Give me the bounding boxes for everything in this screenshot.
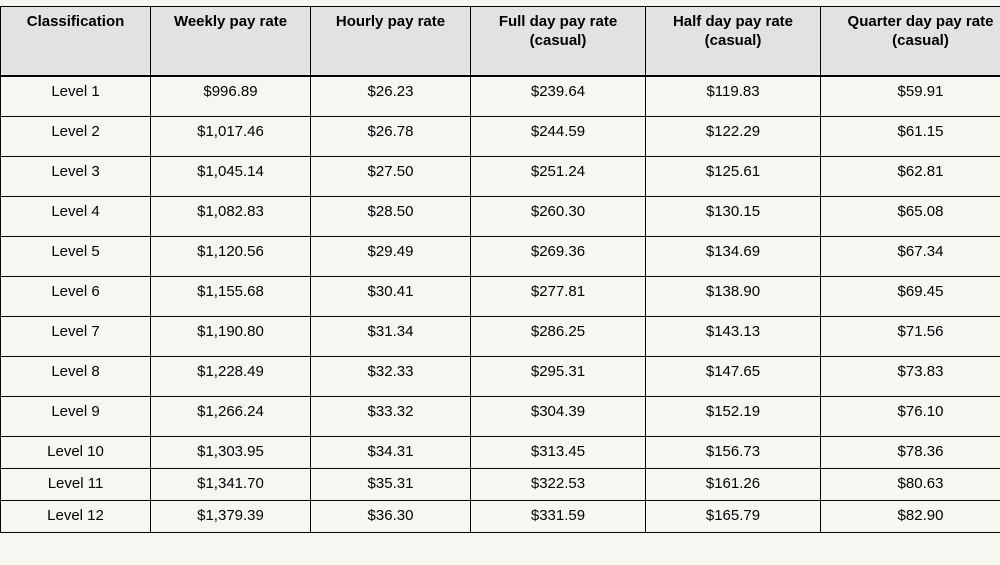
table-cell: $161.26 — [646, 468, 821, 500]
table-cell: $78.36 — [821, 436, 1000, 468]
table-row: Level 5$1,120.56$29.49$269.36$134.69$67.… — [1, 236, 1000, 276]
table-cell: $1,190.80 — [151, 316, 311, 356]
table-cell: $35.31 — [311, 468, 471, 500]
table-cell: $277.81 — [471, 276, 646, 316]
table-cell: $134.69 — [646, 236, 821, 276]
table-row: Level 11$1,341.70$35.31$322.53$161.26$80… — [1, 468, 1000, 500]
table-cell: $1,341.70 — [151, 468, 311, 500]
table-row: Level 7$1,190.80$31.34$286.25$143.13$71.… — [1, 316, 1000, 356]
table-cell: $295.31 — [471, 356, 646, 396]
table-cell: $27.50 — [311, 156, 471, 196]
table-cell: Level 11 — [1, 468, 151, 500]
table-cell: $1,379.39 — [151, 500, 311, 532]
col-header-half-day: Half day pay rate (casual) — [646, 7, 821, 76]
table-cell: $143.13 — [646, 316, 821, 356]
table-cell: $62.81 — [821, 156, 1000, 196]
table-cell: $80.63 — [821, 468, 1000, 500]
table-cell: $28.50 — [311, 196, 471, 236]
table-cell: $996.89 — [151, 76, 311, 117]
table-cell: $71.56 — [821, 316, 1000, 356]
table-cell: $260.30 — [471, 196, 646, 236]
table-row: Level 4$1,082.83$28.50$260.30$130.15$65.… — [1, 196, 1000, 236]
table-cell: $69.45 — [821, 276, 1000, 316]
table-cell: $33.32 — [311, 396, 471, 436]
table-cell: $138.90 — [646, 276, 821, 316]
table-cell: $73.83 — [821, 356, 1000, 396]
table-cell: $61.15 — [821, 116, 1000, 156]
table-cell: $130.15 — [646, 196, 821, 236]
col-header-full-day: Full day pay rate (casual) — [471, 7, 646, 76]
table-cell: Level 3 — [1, 156, 151, 196]
table-row: Level 3$1,045.14$27.50$251.24$125.61$62.… — [1, 156, 1000, 196]
table-cell: $156.73 — [646, 436, 821, 468]
table-cell: $76.10 — [821, 396, 1000, 436]
table-cell: $82.90 — [821, 500, 1000, 532]
table-cell: $1,045.14 — [151, 156, 311, 196]
table-cell: $322.53 — [471, 468, 646, 500]
table-cell: $251.24 — [471, 156, 646, 196]
table-header-row: Classification Weekly pay rate Hourly pa… — [1, 7, 1000, 76]
table-cell: $29.49 — [311, 236, 471, 276]
table-cell: $36.30 — [311, 500, 471, 532]
table-cell: $26.78 — [311, 116, 471, 156]
table-cell: Level 5 — [1, 236, 151, 276]
table-cell: Level 10 — [1, 436, 151, 468]
table-cell: $1,017.46 — [151, 116, 311, 156]
col-header-quarter-day: Quarter day pay rate (casual) — [821, 7, 1000, 76]
table-cell: $1,228.49 — [151, 356, 311, 396]
col-header-hourly: Hourly pay rate — [311, 7, 471, 76]
table-cell: $286.25 — [471, 316, 646, 356]
table-row: Level 1$996.89$26.23$239.64$119.83$59.91 — [1, 76, 1000, 117]
table-cell: $147.65 — [646, 356, 821, 396]
table-cell: $34.31 — [311, 436, 471, 468]
table-cell: Level 12 — [1, 500, 151, 532]
table-cell: $152.19 — [646, 396, 821, 436]
table-row: Level 12$1,379.39$36.30$331.59$165.79$82… — [1, 500, 1000, 532]
table-cell: $31.34 — [311, 316, 471, 356]
table-cell: $67.34 — [821, 236, 1000, 276]
pay-rate-table: Classification Weekly pay rate Hourly pa… — [0, 6, 1000, 533]
table-cell: $1,120.56 — [151, 236, 311, 276]
table-row: Level 6$1,155.68$30.41$277.81$138.90$69.… — [1, 276, 1000, 316]
table-cell: $244.59 — [471, 116, 646, 156]
table-cell: Level 2 — [1, 116, 151, 156]
table-body: Level 1$996.89$26.23$239.64$119.83$59.91… — [1, 76, 1000, 533]
table-cell: $122.29 — [646, 116, 821, 156]
table-cell: $1,155.68 — [151, 276, 311, 316]
table-cell: $239.64 — [471, 76, 646, 117]
table-cell: Level 1 — [1, 76, 151, 117]
table-cell: $26.23 — [311, 76, 471, 117]
table-cell: $32.33 — [311, 356, 471, 396]
table-cell: $119.83 — [646, 76, 821, 117]
table-cell: $1,082.83 — [151, 196, 311, 236]
col-header-weekly: Weekly pay rate — [151, 7, 311, 76]
table-cell: Level 7 — [1, 316, 151, 356]
table-row: Level 8$1,228.49$32.33$295.31$147.65$73.… — [1, 356, 1000, 396]
table-cell: $165.79 — [646, 500, 821, 532]
table-cell: $304.39 — [471, 396, 646, 436]
table-cell: $269.36 — [471, 236, 646, 276]
table-cell: $1,266.24 — [151, 396, 311, 436]
table-cell: $125.61 — [646, 156, 821, 196]
table-cell: $65.08 — [821, 196, 1000, 236]
table-cell: Level 8 — [1, 356, 151, 396]
table-cell: $331.59 — [471, 500, 646, 532]
table-row: Level 10$1,303.95$34.31$313.45$156.73$78… — [1, 436, 1000, 468]
table-cell: $30.41 — [311, 276, 471, 316]
table-row: Level 9$1,266.24$33.32$304.39$152.19$76.… — [1, 396, 1000, 436]
table-cell: $313.45 — [471, 436, 646, 468]
col-header-classification: Classification — [1, 7, 151, 76]
table-cell: $1,303.95 — [151, 436, 311, 468]
table-cell: $59.91 — [821, 76, 1000, 117]
table-cell: Level 4 — [1, 196, 151, 236]
table-cell: Level 6 — [1, 276, 151, 316]
table-row: Level 2$1,017.46$26.78$244.59$122.29$61.… — [1, 116, 1000, 156]
table-cell: Level 9 — [1, 396, 151, 436]
